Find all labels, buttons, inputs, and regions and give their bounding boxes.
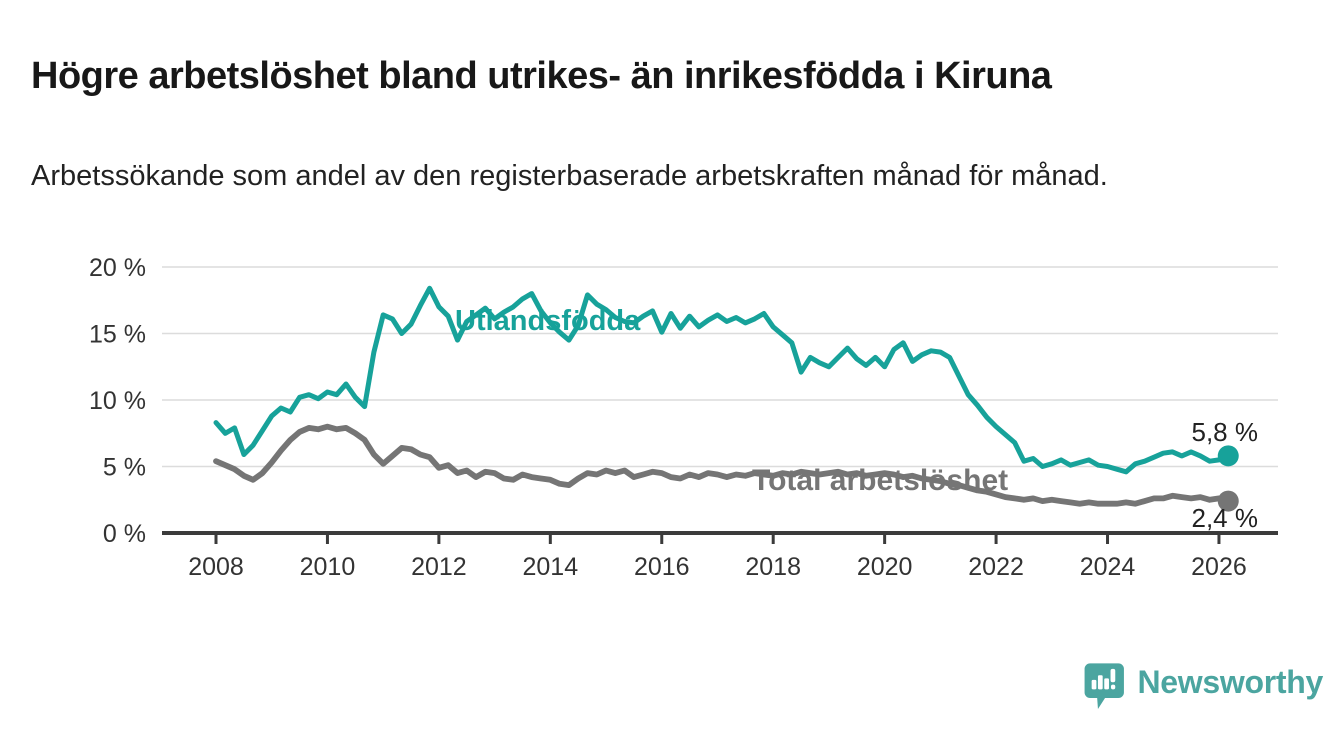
y-tick-label-10: 10 %	[89, 387, 146, 415]
newsworthy-logo-text: Newsworthy	[1137, 663, 1324, 700]
bar-medium	[1104, 678, 1109, 690]
x-tick-label-2012: 2012	[411, 553, 467, 581]
newsworthy-logo-icon	[1084, 663, 1124, 710]
y-tick-label-5: 5 %	[103, 454, 146, 482]
x-tick-label-2022: 2022	[968, 553, 1024, 581]
y-tick-label-15: 15 %	[89, 321, 146, 349]
x-tick-label-2014: 2014	[523, 553, 579, 581]
line-series-utlandsfodda	[213, 285, 1231, 475]
series-label-total: Total arbetslöshet	[752, 464, 1008, 497]
unemployment-line-chart: 0 % 5 % 10 % 15 % 20 % 2008 2010 2012 2014 2016 20…	[89, 254, 1278, 581]
x-tick-label-2024: 2024	[1080, 553, 1136, 581]
exclamation-stem	[1110, 668, 1116, 683]
exclamation-dot	[1110, 684, 1116, 690]
line-series-total	[213, 423, 1232, 507]
end-dot-total	[1217, 490, 1239, 512]
y-tick-label-20: 20 %	[89, 254, 146, 282]
x-tick-label-2020: 2020	[857, 553, 913, 581]
y-tick-label-0: 0 %	[103, 520, 146, 548]
end-value-label-total: 2,4 %	[1192, 503, 1259, 533]
end-dot-utlandsfodda	[1217, 445, 1239, 467]
x-tick-label-2010: 2010	[300, 553, 356, 581]
chart-subtitle: Arbetssökande som andel av den registerb…	[31, 160, 1108, 192]
x-tick-label-2016: 2016	[634, 553, 690, 581]
end-value-label-utlandsfodda: 5,8 %	[1192, 417, 1259, 447]
x-tick-label-2026: 2026	[1191, 553, 1247, 581]
bar-tall	[1097, 675, 1103, 690]
x-tick-label-2008: 2008	[188, 553, 244, 581]
newsworthy-branding: Newsworthy	[1083, 652, 1323, 722]
bar-small	[1091, 679, 1097, 690]
series-label-utlandsfodda: Utlandsfödda	[455, 305, 641, 337]
page-title: Högre arbetslöshet bland utrikes- än inr…	[31, 55, 1052, 98]
x-tick-label-2018: 2018	[745, 553, 801, 581]
